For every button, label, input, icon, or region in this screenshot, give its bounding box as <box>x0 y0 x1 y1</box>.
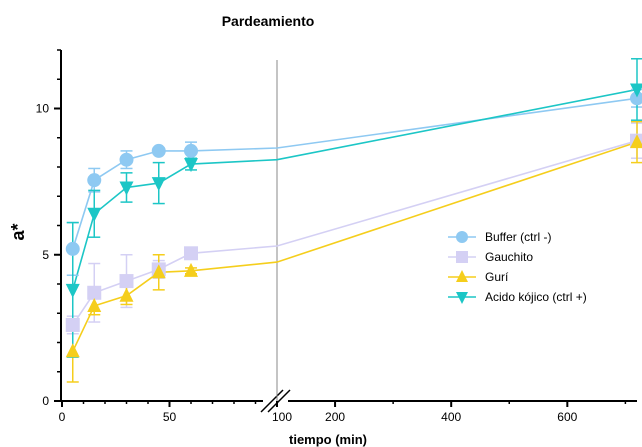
data-point <box>630 83 642 98</box>
data-point <box>184 246 198 261</box>
series-line <box>72 88 638 291</box>
series-lines <box>72 88 638 352</box>
legend-label: Gauchito <box>485 250 533 264</box>
data-point <box>184 143 198 158</box>
data-point <box>151 143 166 158</box>
axis-break-mark <box>260 389 284 413</box>
x-tick-label: 400 <box>441 410 461 424</box>
legend-label: Acido kójico (ctrl +) <box>485 290 587 304</box>
legend-marker <box>456 270 468 282</box>
series-line <box>72 141 638 352</box>
data-point <box>65 283 80 298</box>
x-tick-label: 100 <box>272 410 292 424</box>
data-point <box>630 91 642 106</box>
x-axis-label: tiempo (min) <box>289 432 367 447</box>
data-point <box>65 317 80 332</box>
series-line <box>72 97 638 250</box>
error-bars <box>66 58 642 383</box>
data-point <box>151 264 166 279</box>
data-point <box>87 297 102 312</box>
y-tick-label: 0 <box>42 394 49 408</box>
legend: Buffer (ctrl -) Gauchito Gurí Acido kójico … <box>448 230 587 304</box>
data-point <box>119 152 134 167</box>
y-axis-label: a* <box>8 223 28 240</box>
series-markers <box>65 83 642 358</box>
axis-break-mark <box>267 389 291 413</box>
data-point <box>151 177 166 192</box>
legend-marker <box>456 292 468 304</box>
legend-label: Gurí <box>485 270 509 284</box>
y-tick-label: 10 <box>36 102 50 116</box>
data-point <box>87 207 102 222</box>
legend-marker <box>456 251 468 263</box>
x-tick-label: 0 <box>59 410 66 424</box>
x-tick-label: 200 <box>325 410 345 424</box>
data-point <box>87 173 102 188</box>
data-point <box>184 158 198 173</box>
chart-title: Pardeamiento <box>222 13 315 29</box>
data-point <box>65 241 80 256</box>
x-tick-label: 50 <box>163 410 177 424</box>
data-point <box>119 181 134 196</box>
data-point <box>630 134 642 149</box>
data-point <box>119 287 134 302</box>
legend-marker <box>456 231 468 243</box>
data-point <box>87 285 102 300</box>
legend-label: Buffer (ctrl -) <box>485 230 551 244</box>
y-tick-label: 5 <box>42 248 49 262</box>
data-point <box>184 262 198 277</box>
x-tick-label: 600 <box>557 410 577 424</box>
data-point <box>119 274 134 289</box>
data-point <box>65 343 80 358</box>
